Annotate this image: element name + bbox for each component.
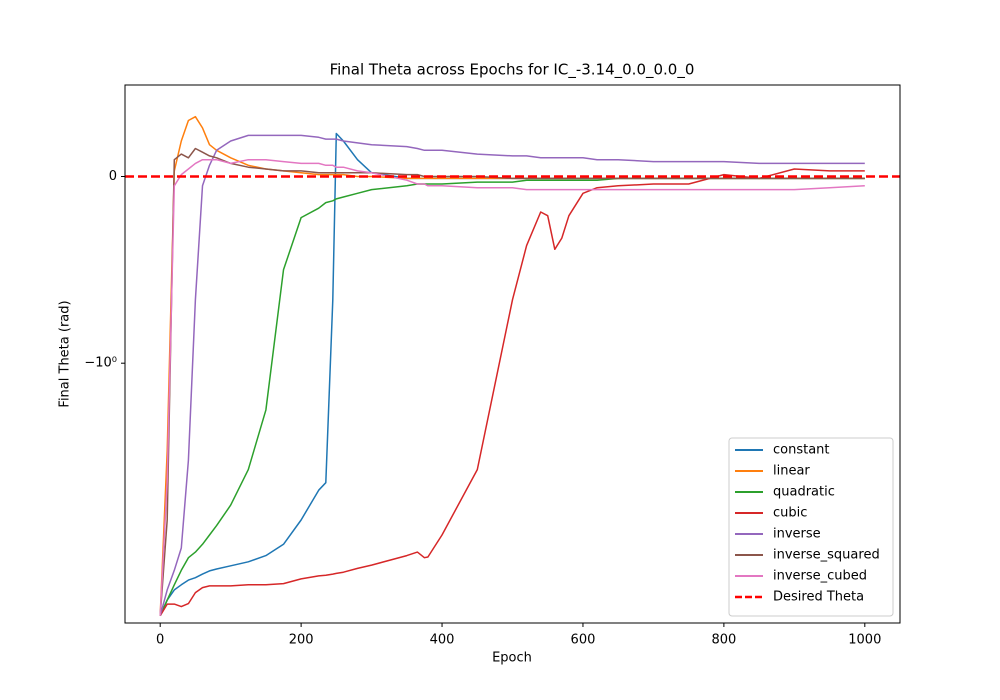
legend-label: cubic: [773, 506, 807, 521]
legend-label: constant: [773, 443, 830, 458]
axes-frame: [124, 84, 901, 624]
x-tick-label: 1000: [848, 633, 881, 648]
plot-area: [125, 115, 900, 617]
legend-label: Desired Theta: [773, 590, 864, 605]
x-tick-label: 400: [430, 633, 455, 648]
series-line: [159, 147, 865, 616]
series-line: [159, 134, 865, 616]
series-line: [159, 168, 865, 617]
y-tick-label: 0: [109, 169, 117, 184]
legend-label: quadratic: [773, 485, 835, 500]
legend-label: inverse_squared: [773, 548, 880, 563]
y-tick-label: −10⁰: [84, 356, 117, 371]
legend-label: inverse: [773, 527, 821, 542]
legend: constant linear quadratic cubic inverse inver…: [728, 437, 894, 617]
x-tick-label: 600: [571, 633, 596, 648]
legend-label: linear: [773, 464, 810, 479]
chart-title: Final Theta across Epochs for IC_-3.14_0…: [330, 61, 695, 80]
legend-label: inverse_cubed: [773, 569, 867, 584]
legend-box: [728, 437, 894, 617]
y-axis-label: Final Theta (rad): [58, 300, 73, 407]
x-tick-label: 800: [711, 633, 736, 648]
series-line: [159, 158, 865, 616]
x-tick-label: 200: [289, 633, 314, 648]
x-axis-label: Epoch: [492, 651, 532, 666]
x-tick-label: 0: [156, 633, 164, 648]
